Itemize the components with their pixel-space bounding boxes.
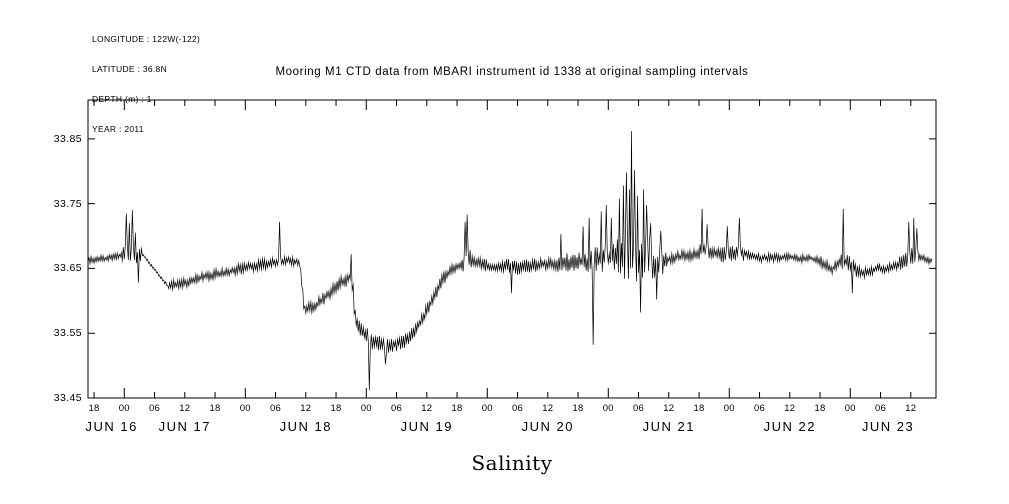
- bottom-axis-label: Salinity: [471, 451, 553, 475]
